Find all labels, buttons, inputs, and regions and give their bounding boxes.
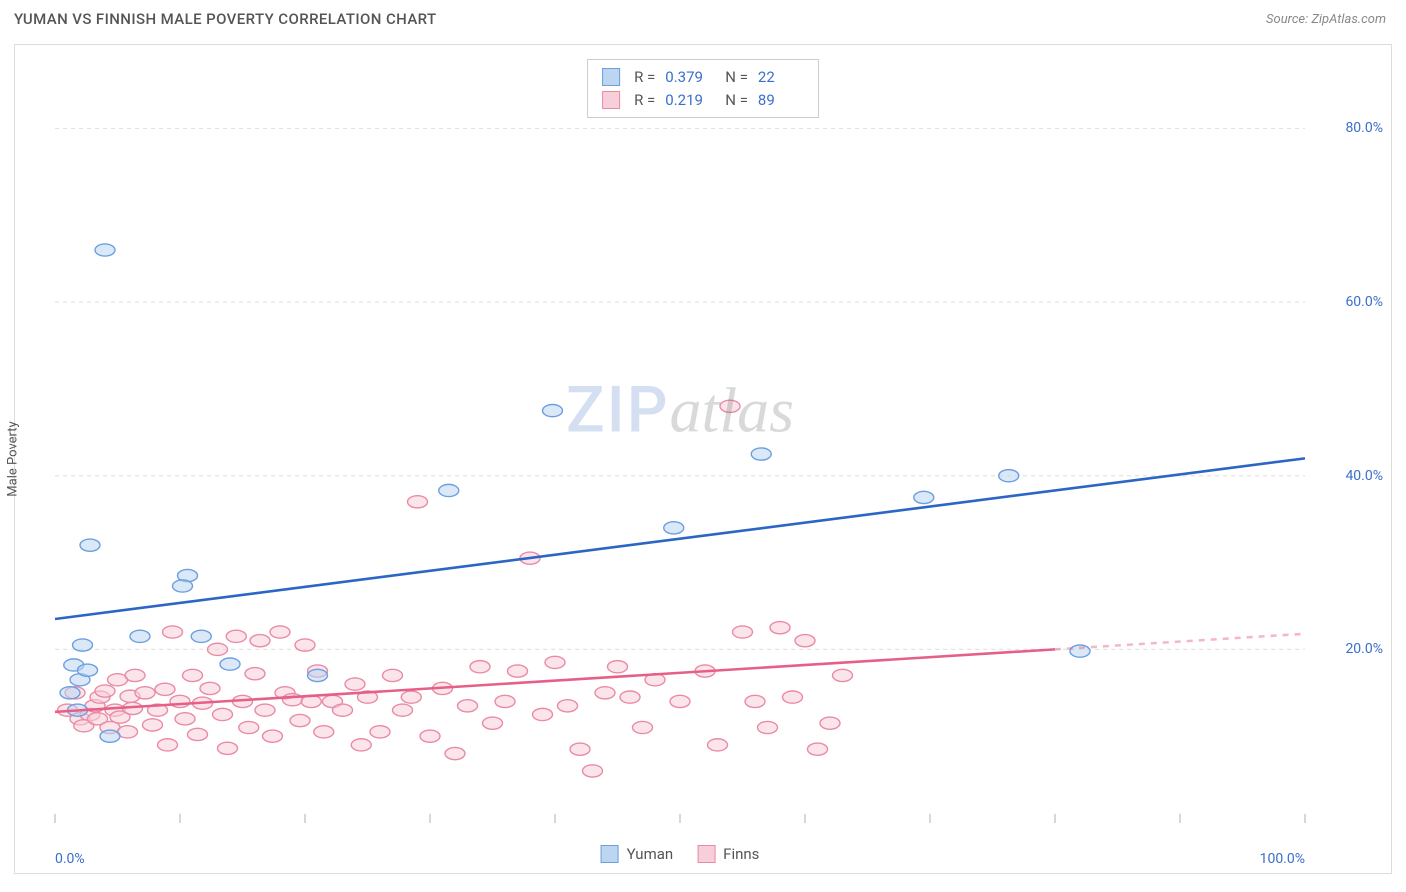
r-label-2: R = <box>634 89 655 112</box>
legend-label-finns: Finns <box>723 845 759 863</box>
yuman-r-value: 0.379 <box>665 66 711 89</box>
swatch-yuman-icon <box>602 68 620 86</box>
legend-item-yuman: Yuman <box>601 845 674 863</box>
scatter-plot-svg <box>55 59 1305 823</box>
stats-legend: R = 0.379 N = 22 R = 0.219 N = 89 <box>587 59 819 118</box>
swatch-finns-icon <box>602 91 620 109</box>
y-tick-label: 60.0% <box>1345 294 1383 310</box>
plot-area: ZIPatlas 20.0%40.0%60.0%80.0% 0.0% 100.0… <box>55 59 1305 823</box>
yuman-n-value: 22 <box>758 66 804 89</box>
stats-row-finns: R = 0.219 N = 89 <box>602 89 804 112</box>
finns-n-value: 89 <box>758 89 804 112</box>
y-tick-label: 80.0% <box>1345 120 1383 136</box>
y-tick-label: 20.0% <box>1345 641 1383 657</box>
n-label-2: N = <box>725 89 748 112</box>
finns-r-value: 0.219 <box>665 89 711 112</box>
stats-row-yuman: R = 0.379 N = 22 <box>602 66 804 89</box>
y-axis-label: Male Poverty <box>6 421 21 496</box>
x-tick-min: 0.0% <box>55 851 85 867</box>
source-attribution: Source: ZipAtlas.com <box>1266 12 1386 27</box>
x-tick-max: 100.0% <box>1260 851 1305 867</box>
chart-title: YUMAN VS FINNISH MALE POVERTY CORRELATIO… <box>14 10 437 28</box>
legend-label-yuman: Yuman <box>627 845 674 863</box>
chart-container: Male Poverty ZIPatlas 20.0%40.0%60.0%80.… <box>14 44 1392 874</box>
swatch-finns <box>697 845 715 863</box>
y-tick-label: 40.0% <box>1345 468 1383 484</box>
n-label: N = <box>725 66 748 89</box>
r-label: R = <box>634 66 655 89</box>
legend-item-finns: Finns <box>697 845 759 863</box>
swatch-yuman <box>601 845 619 863</box>
series-legend: Yuman Finns <box>601 845 760 863</box>
